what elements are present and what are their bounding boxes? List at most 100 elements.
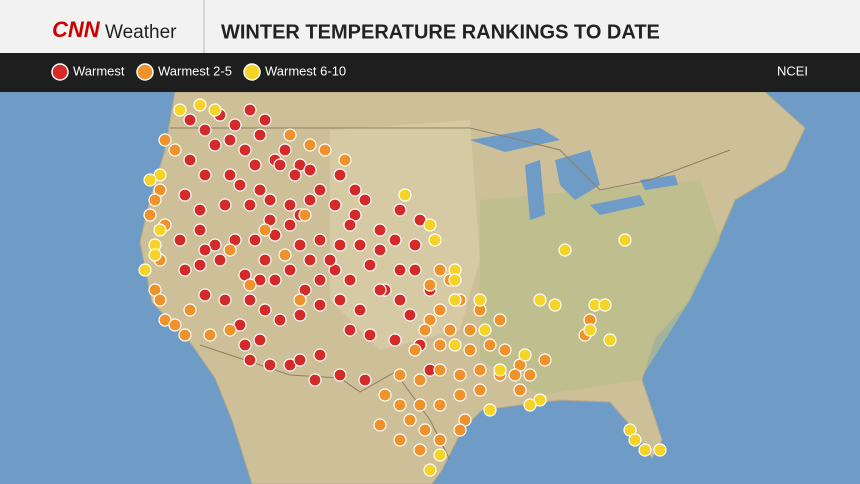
station-dot [413,398,427,412]
station-dot [153,223,167,237]
station-dot [523,398,537,412]
station-dot [373,418,387,432]
border [199,344,451,461]
station-dot [218,293,232,307]
station-dot [333,293,347,307]
station-dot [148,248,162,262]
station-dots [138,98,667,477]
station-dot [408,343,422,357]
station-dot [198,123,212,137]
station-dot [413,443,427,457]
station-dot [248,233,262,247]
station-dot [308,373,322,387]
station-dot [243,198,257,212]
border [170,127,731,191]
station-dot [268,273,282,287]
station-dot [373,243,387,257]
station-dot [353,238,367,252]
station-dot [393,368,407,382]
station-dot [448,273,462,287]
station-dot [273,158,287,172]
station-dot [313,233,327,247]
header-bar [0,0,860,53]
station-dot [168,318,182,332]
station-dot [223,133,237,147]
station-dot [618,233,632,247]
station-dot [408,238,422,252]
station-dot [523,368,537,382]
station-dot [258,113,272,127]
station-dot [278,248,292,262]
station-dot [393,293,407,307]
station-dot [203,328,217,342]
station-dot [558,243,572,257]
station-dot [393,398,407,412]
great-lake [525,160,545,220]
station-dot [303,253,317,267]
station-dot [323,253,337,267]
station-dot [283,198,297,212]
station-dot [213,253,227,267]
station-dot [198,168,212,182]
station-dot [478,323,492,337]
station-dot [353,303,367,317]
station-dot [178,263,192,277]
station-dot [448,338,462,352]
great-lake [590,195,645,215]
station-dot [173,233,187,247]
station-dot [333,368,347,382]
station-dot [453,388,467,402]
station-dot [328,198,342,212]
station-dot [373,223,387,237]
station-dot [343,273,357,287]
station-dot [263,193,277,207]
station-dot [418,323,432,337]
station-dot [243,278,257,292]
station-dot [303,193,317,207]
station-dot [293,308,307,322]
legend-swatch [136,63,154,81]
station-dot [178,188,192,202]
station-dot [398,188,412,202]
station-dot [303,138,317,152]
station-dot [433,363,447,377]
station-dot [243,293,257,307]
station-dot [433,398,447,412]
station-dot [198,243,212,257]
station-dot [598,298,612,312]
station-dot [433,433,447,447]
station-dot [473,363,487,377]
station-dot [318,143,332,157]
station-dot [423,463,437,477]
station-dot [303,163,317,177]
station-dot [408,263,422,277]
station-dot [448,293,462,307]
station-dot [463,323,477,337]
station-dot [193,258,207,272]
station-dot [253,183,267,197]
station-dot [193,223,207,237]
station-dot [158,133,172,147]
station-dot [143,208,157,222]
station-dot [283,218,297,232]
station-dot [148,193,162,207]
station-dot [638,443,652,457]
station-dot [343,218,357,232]
section: Weather [105,22,177,43]
station-dot [393,203,407,217]
station-dot [538,353,552,367]
station-dot [358,373,372,387]
east-forest [480,180,720,395]
station-dot [208,103,222,117]
station-dot [283,128,297,142]
station-dot [388,233,402,247]
station-dot [223,243,237,257]
station-dot [358,193,372,207]
station-dot [243,353,257,367]
station-dot [363,328,377,342]
station-dot [173,103,187,117]
station-dot [413,373,427,387]
station-dot [463,343,477,357]
station-dot [433,303,447,317]
station-dot [178,328,192,342]
